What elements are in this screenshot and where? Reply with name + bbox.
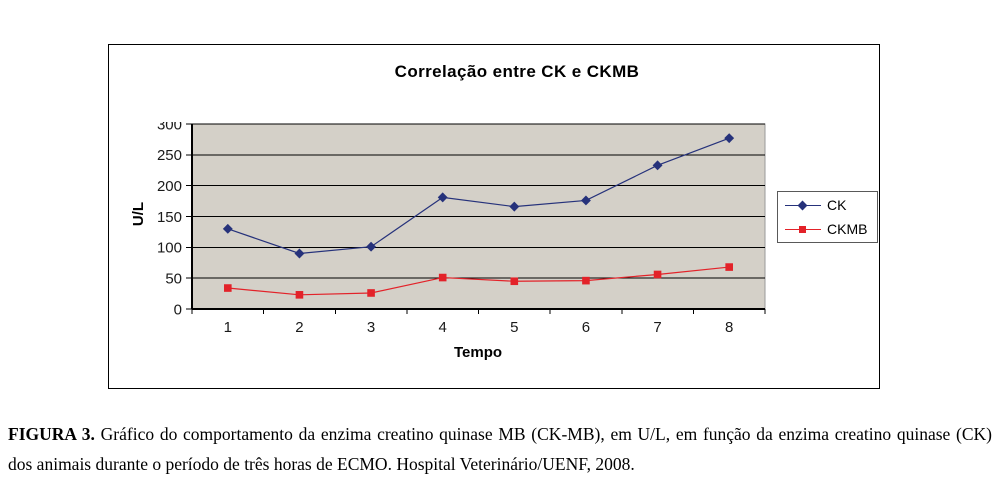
square-marker-icon [367, 289, 375, 297]
chart-plot-area: 0 50 100 150 200 250 300 1 2 3 4 5 6 7 8 [157, 122, 766, 336]
y-tick-label: 200 [157, 178, 182, 195]
x-tick-label: 1 [224, 319, 232, 336]
square-marker-icon [510, 277, 519, 286]
chart-title: Correlação entre CK e CKMB [394, 62, 640, 81]
diamond-marker-icon [580, 195, 591, 206]
square-marker-icon [582, 276, 590, 285]
series-line-ck [227, 137, 730, 255]
y-axis-title: U/L [130, 201, 147, 227]
square-marker-icon [799, 225, 806, 233]
legend: CK CKMB [777, 191, 878, 243]
legend-label-ck: CK [827, 197, 847, 213]
diamond-marker-icon [222, 223, 233, 234]
diamond-marker-icon [724, 133, 735, 144]
caption-label: FIGURA 3. [8, 423, 95, 444]
legend-label-ckmb: CKMB [827, 221, 868, 237]
y-tick-label: 300 [157, 122, 182, 133]
x-tick-label: 7 [653, 319, 661, 336]
square-marker-icon [224, 284, 232, 292]
square-marker-icon [653, 270, 662, 279]
square-marker-icon [725, 263, 733, 271]
x-axis-title: Tempo [453, 344, 503, 361]
diamond-marker-icon [652, 160, 663, 171]
square-marker-icon [438, 273, 447, 282]
x-tick-label: 5 [510, 319, 518, 336]
caption-text: Gráfico do comportamento da enzima creat… [8, 423, 993, 474]
x-tick-label: 2 [295, 319, 303, 336]
legend-item-ckmb: CKMB [785, 219, 877, 239]
legend-sample-ckmb [785, 224, 821, 234]
x-tick-label: 6 [582, 319, 590, 336]
figure-caption: FIGURA 3. Gráfico do comportamento da en… [8, 419, 992, 478]
y-tick-label: 150 [157, 209, 182, 226]
legend-sample-ck [785, 200, 821, 210]
x-tick-label: 4 [439, 319, 447, 336]
diamond-marker-icon [437, 192, 448, 203]
series-line-ckmb [227, 266, 730, 296]
diamond-marker-icon [509, 201, 520, 212]
y-tick-label: 50 [165, 270, 182, 287]
y-tick-label: 250 [157, 147, 182, 164]
x-tick-label: 8 [725, 319, 733, 336]
diamond-marker-icon [797, 200, 808, 210]
legend-item-ck: CK [785, 195, 877, 215]
y-tick-label: 0 [174, 301, 182, 318]
y-tick-label: 100 [157, 240, 182, 257]
x-tick-label: 3 [367, 319, 375, 336]
diamond-marker-icon [294, 248, 305, 259]
square-marker-icon [295, 291, 304, 299]
